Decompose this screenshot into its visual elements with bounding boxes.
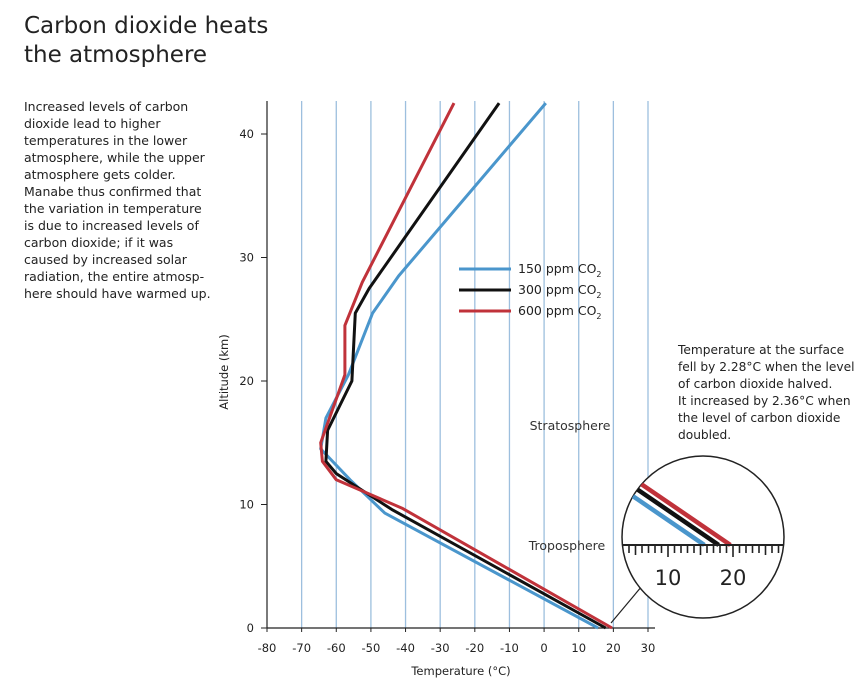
x-tick-label: 10 bbox=[571, 641, 586, 655]
description-text: Increased levels of carbon dioxide lead … bbox=[24, 99, 211, 301]
x-tick-label: -50 bbox=[362, 641, 381, 655]
legend-entry-label: 600 ppm CO2 bbox=[518, 303, 602, 321]
x-tick-label: -70 bbox=[292, 641, 311, 655]
y-axis-label: Altitude (km) bbox=[217, 334, 231, 409]
y-tick-label: 10 bbox=[239, 498, 254, 512]
y-tick-label: 20 bbox=[239, 374, 254, 388]
series-lines bbox=[319, 102, 613, 630]
x-tick-label: -10 bbox=[500, 641, 519, 655]
magnifier-content: 10 20 bbox=[622, 461, 784, 590]
chart-title: Carbon dioxide heats the atmosphere bbox=[24, 12, 268, 70]
x-tick-label: -20 bbox=[465, 641, 484, 655]
surface-inset-magnifier: 10 20 bbox=[610, 455, 785, 624]
x-tick-label: 0 bbox=[540, 641, 547, 655]
x-tick-label: 20 bbox=[606, 641, 621, 655]
inset-tick-label: 10 bbox=[655, 566, 682, 590]
series-line-150ppm bbox=[319, 102, 599, 630]
stratosphere-label: Stratosphere bbox=[530, 418, 611, 433]
y-tick-label: 0 bbox=[247, 621, 254, 635]
x-tick-label: -60 bbox=[327, 641, 346, 655]
legend: 150 ppm CO2 300 ppm CO2 600 ppm CO2 bbox=[459, 261, 602, 321]
x-tick-label: -30 bbox=[431, 641, 450, 655]
y-tick-label: 30 bbox=[239, 251, 254, 265]
x-tick-label: -40 bbox=[396, 641, 415, 655]
series-line-300ppm bbox=[324, 102, 607, 630]
magnifier-pointer-line bbox=[610, 585, 643, 624]
inset-series-line bbox=[622, 461, 706, 547]
x-tick-label: -80 bbox=[258, 641, 277, 655]
surface-temperature-note: Temperature at the surface fell by 2.28°… bbox=[678, 343, 855, 442]
series-line-600ppm bbox=[319, 102, 613, 630]
title-line-1: Carbon dioxide heats bbox=[24, 13, 269, 39]
inset-tick-label: 20 bbox=[720, 566, 747, 590]
axes: -80 -70 -60 -50 -40 -30 -20 -10 0 10 20 30 0 10 20 30 40… bbox=[217, 101, 655, 678]
troposphere-label: Troposphere bbox=[528, 538, 606, 553]
title-line-2: the atmosphere bbox=[24, 42, 208, 68]
x-tick-label: 30 bbox=[641, 641, 656, 655]
legend-entry-label: 150 ppm CO2 bbox=[518, 261, 602, 279]
legend-entry-label: 300 ppm CO2 bbox=[518, 282, 602, 300]
magnifier-circle bbox=[621, 455, 785, 619]
region-labels: Stratosphere Troposphere bbox=[528, 418, 611, 553]
x-axis-label: Temperature (°C) bbox=[410, 664, 510, 678]
inset-series-line bbox=[622, 461, 720, 547]
y-tick-label: 40 bbox=[239, 127, 254, 141]
